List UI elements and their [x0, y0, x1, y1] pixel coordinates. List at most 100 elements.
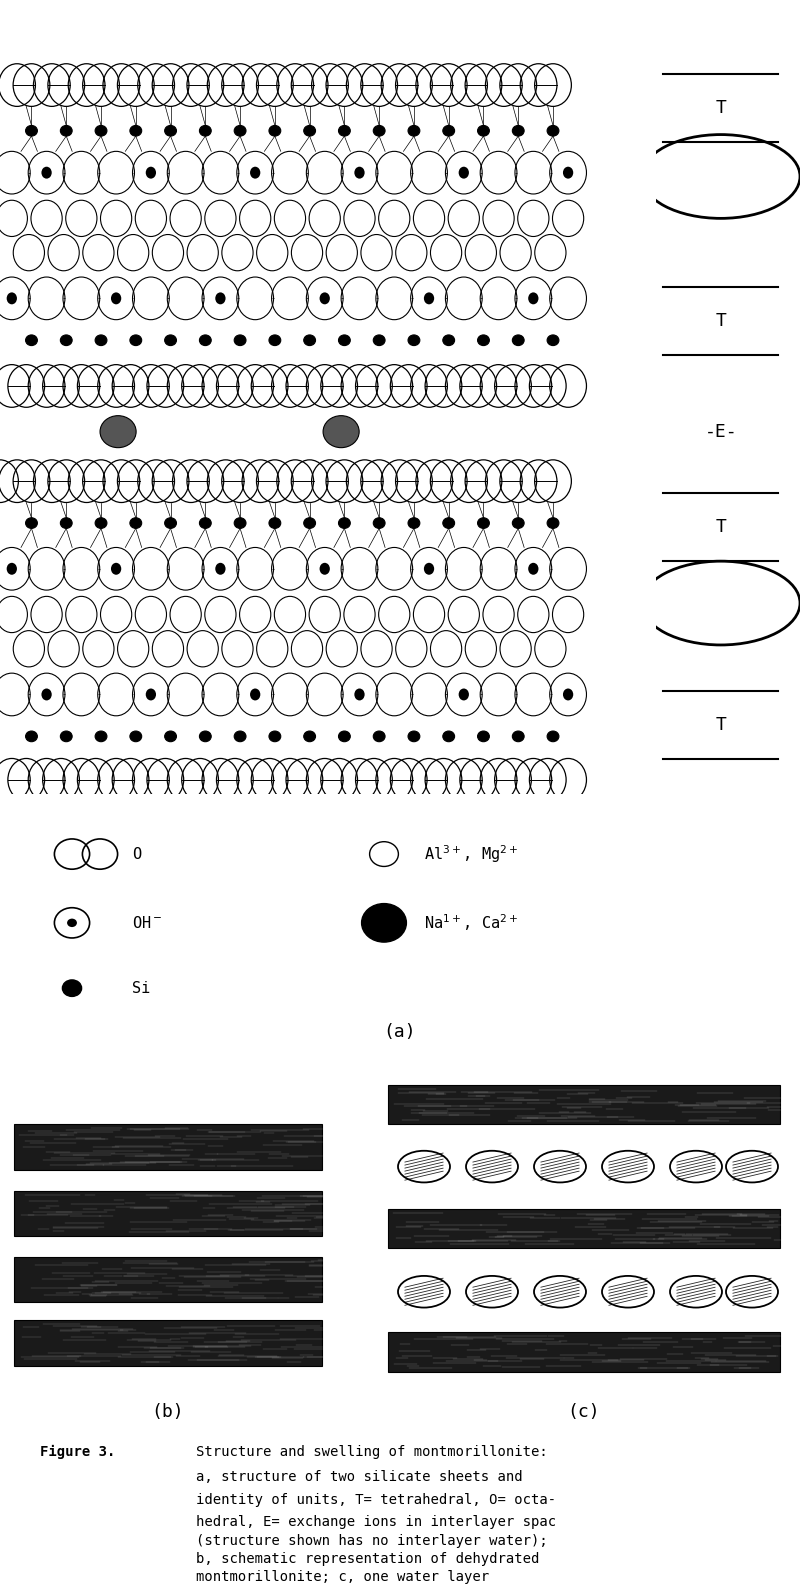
Ellipse shape	[338, 732, 350, 741]
Text: a, structure of two silicate sheets and: a, structure of two silicate sheets and	[196, 1470, 522, 1484]
Ellipse shape	[26, 125, 38, 136]
Ellipse shape	[304, 517, 315, 528]
Circle shape	[563, 689, 574, 700]
Ellipse shape	[323, 416, 359, 448]
Circle shape	[250, 167, 260, 179]
Ellipse shape	[60, 335, 72, 346]
Circle shape	[528, 563, 538, 574]
Text: Na$^{1+}$, Ca$^{2+}$: Na$^{1+}$, Ca$^{2+}$	[424, 913, 518, 933]
Ellipse shape	[269, 517, 281, 528]
Ellipse shape	[199, 335, 211, 346]
Ellipse shape	[478, 517, 490, 528]
Bar	[14, 1190, 322, 1236]
Circle shape	[458, 167, 469, 179]
Circle shape	[67, 919, 77, 927]
Circle shape	[424, 563, 434, 574]
Text: Figure 3.: Figure 3.	[40, 1444, 115, 1458]
Circle shape	[319, 563, 330, 574]
Ellipse shape	[408, 517, 420, 528]
Text: hedral, E= exchange ions in interlayer spac: hedral, E= exchange ions in interlayer s…	[196, 1516, 556, 1530]
Circle shape	[563, 167, 574, 179]
Ellipse shape	[199, 732, 211, 741]
Ellipse shape	[408, 335, 420, 346]
Ellipse shape	[165, 125, 177, 136]
Ellipse shape	[26, 517, 38, 528]
Ellipse shape	[338, 517, 350, 528]
Text: -E-: -E-	[705, 422, 737, 441]
Ellipse shape	[512, 517, 524, 528]
Text: b, schematic representation of dehydrated: b, schematic representation of dehydrate…	[196, 1552, 539, 1566]
Ellipse shape	[199, 517, 211, 528]
Circle shape	[528, 292, 538, 305]
Text: Al$^{3+}$, Mg$^{2+}$: Al$^{3+}$, Mg$^{2+}$	[424, 843, 518, 865]
Circle shape	[6, 563, 17, 574]
Circle shape	[354, 167, 365, 179]
Ellipse shape	[130, 125, 142, 136]
Circle shape	[319, 292, 330, 305]
Ellipse shape	[478, 732, 490, 741]
Ellipse shape	[338, 335, 350, 346]
Ellipse shape	[547, 732, 559, 741]
Text: OH$^-$: OH$^-$	[132, 914, 162, 932]
Ellipse shape	[269, 335, 281, 346]
Ellipse shape	[234, 125, 246, 136]
Text: (c): (c)	[568, 1403, 600, 1422]
Ellipse shape	[374, 335, 385, 346]
Circle shape	[362, 903, 406, 943]
Bar	[388, 1333, 780, 1371]
Ellipse shape	[478, 125, 490, 136]
Circle shape	[42, 689, 52, 700]
Ellipse shape	[478, 335, 490, 346]
Circle shape	[354, 689, 365, 700]
Ellipse shape	[165, 732, 177, 741]
Bar	[14, 1257, 322, 1303]
Ellipse shape	[374, 517, 385, 528]
Ellipse shape	[26, 335, 38, 346]
Text: (a): (a)	[384, 1022, 416, 1041]
Ellipse shape	[60, 732, 72, 741]
Ellipse shape	[374, 732, 385, 741]
Ellipse shape	[338, 125, 350, 136]
Ellipse shape	[130, 517, 142, 528]
Ellipse shape	[95, 335, 107, 346]
Ellipse shape	[269, 125, 281, 136]
Ellipse shape	[234, 335, 246, 346]
Ellipse shape	[512, 732, 524, 741]
Circle shape	[250, 689, 260, 700]
Text: (b): (b)	[152, 1403, 184, 1422]
Bar	[14, 1320, 322, 1365]
Text: T: T	[715, 313, 726, 330]
Ellipse shape	[547, 517, 559, 528]
Circle shape	[146, 689, 156, 700]
Ellipse shape	[130, 732, 142, 741]
Bar	[388, 1086, 780, 1124]
Circle shape	[111, 563, 122, 574]
Ellipse shape	[443, 732, 454, 741]
Circle shape	[62, 979, 82, 997]
Ellipse shape	[165, 335, 177, 346]
Text: T: T	[715, 716, 726, 733]
Ellipse shape	[547, 335, 559, 346]
Circle shape	[458, 689, 469, 700]
Text: Structure and swelling of montmorillonite:: Structure and swelling of montmorillonit…	[196, 1444, 548, 1458]
Ellipse shape	[443, 517, 454, 528]
Text: Si: Si	[132, 981, 150, 995]
Ellipse shape	[408, 125, 420, 136]
Ellipse shape	[234, 517, 246, 528]
Ellipse shape	[408, 732, 420, 741]
Ellipse shape	[512, 335, 524, 346]
Ellipse shape	[512, 125, 524, 136]
Ellipse shape	[443, 125, 454, 136]
Circle shape	[424, 292, 434, 305]
Ellipse shape	[100, 416, 136, 448]
Ellipse shape	[304, 335, 315, 346]
Ellipse shape	[199, 125, 211, 136]
Circle shape	[42, 167, 52, 179]
Ellipse shape	[60, 517, 72, 528]
Ellipse shape	[374, 125, 385, 136]
Ellipse shape	[443, 335, 454, 346]
Ellipse shape	[269, 732, 281, 741]
Circle shape	[111, 292, 122, 305]
Bar	[388, 1209, 780, 1247]
Circle shape	[6, 292, 17, 305]
